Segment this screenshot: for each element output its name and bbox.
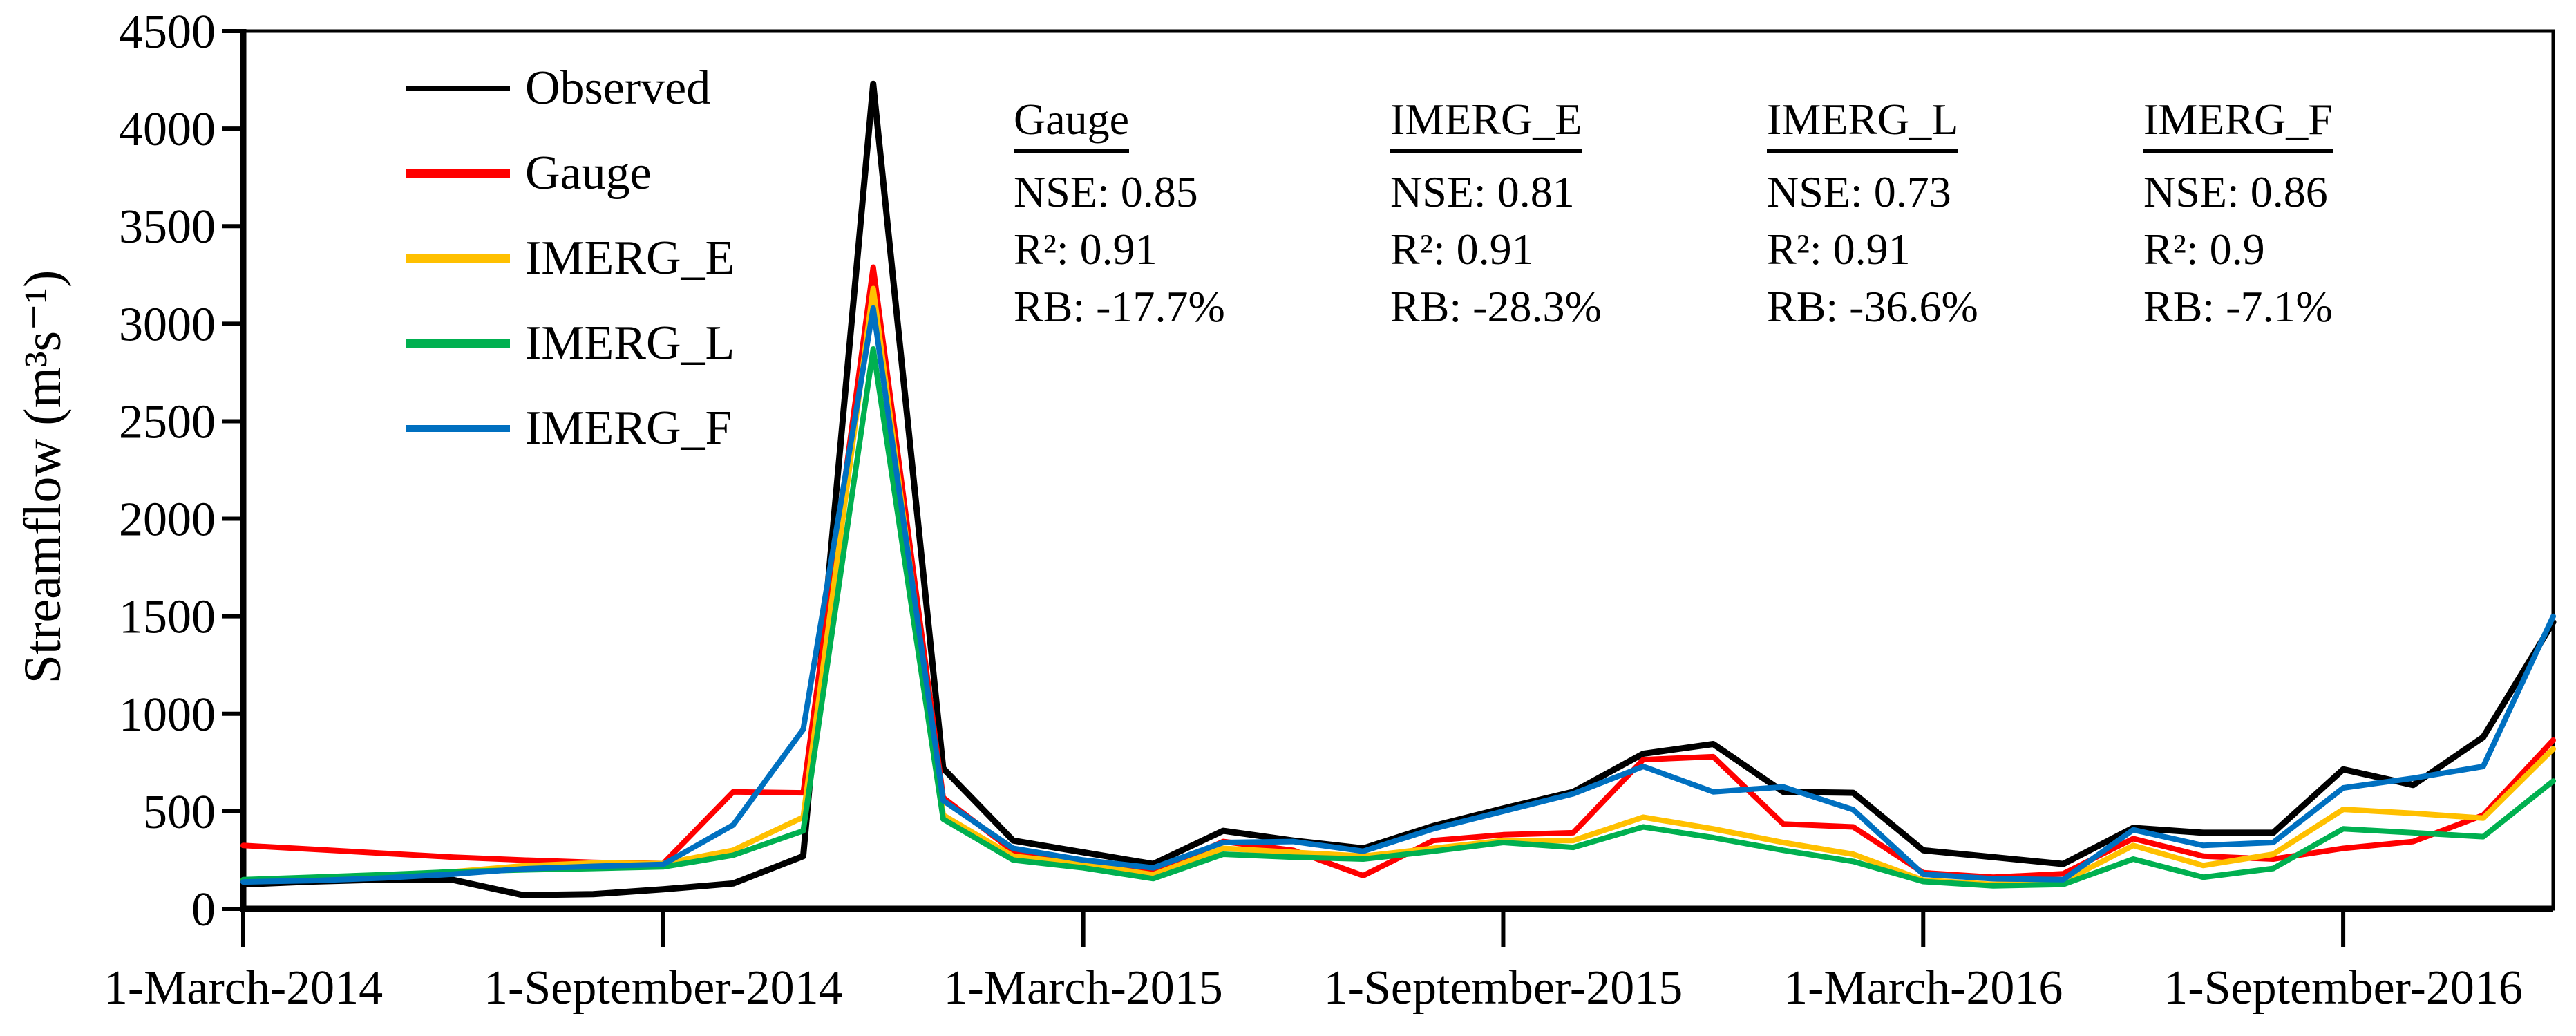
legend-swatch-observed xyxy=(406,85,510,91)
y-tick-label: 2500 xyxy=(119,395,216,449)
legend-label-imerg-l: IMERG_L xyxy=(525,316,735,370)
series-line-imerg_f xyxy=(240,305,2556,885)
legend-item-imerg-e: IMERG_E xyxy=(406,216,735,301)
y-tick-label: 3000 xyxy=(119,298,216,351)
y-tick-label: 3500 xyxy=(119,200,216,254)
y-tick-label: 2000 xyxy=(119,493,216,547)
y-tick-label: 1500 xyxy=(119,591,216,644)
stats-panel-imerg-f: IMERG_F NSE: 0.86 R²: 0.9 RB: -7.1% xyxy=(2143,94,2503,335)
stat-gauge-nse: NSE: 0.85 xyxy=(1014,167,1198,216)
y-tick-label: 4000 xyxy=(119,103,216,156)
legend-item-gauge: Gauge xyxy=(406,131,735,216)
legend-label-observed: Observed xyxy=(525,61,711,115)
series-line-observed xyxy=(240,80,2557,898)
x-tick-label: 1-September-2015 xyxy=(1324,961,1683,1015)
legend-label-gauge: Gauge xyxy=(525,146,652,200)
legend-item-imerg-l: IMERG_L xyxy=(406,301,735,386)
stat-imerg-e-nse: NSE: 0.81 xyxy=(1390,167,1575,216)
legend-item-imerg-f: IMERG_F xyxy=(406,386,735,471)
stats-title-gauge: Gauge xyxy=(1014,94,1373,153)
legend-label-imerg-f: IMERG_F xyxy=(525,401,732,455)
legend-swatch-imerg-f xyxy=(406,424,510,432)
stats-title-imerg-e: IMERG_E xyxy=(1390,94,1750,153)
x-tick-label: 1-September-2014 xyxy=(484,961,843,1015)
legend-swatch-gauge xyxy=(406,169,510,178)
legend-swatch-imerg-l xyxy=(406,339,510,348)
stat-imerg-e-r2: R²: 0.91 xyxy=(1390,225,1534,274)
y-tick-label: 0 xyxy=(191,883,216,936)
legend-item-observed: Observed xyxy=(406,46,735,131)
y-tick-label: 4500 xyxy=(119,6,216,59)
stat-imerg-f-r2: R²: 0.9 xyxy=(2143,225,2265,274)
y-tick-label: 500 xyxy=(143,786,216,839)
stats-panel-imerg-l: IMERG_L NSE: 0.73 R²: 0.91 RB: -36.6% xyxy=(1767,94,2126,335)
stat-imerg-f-nse: NSE: 0.86 xyxy=(2143,167,2328,216)
stats-title-imerg-l: IMERG_L xyxy=(1767,94,2126,153)
stat-imerg-e-rb: RB: -28.3% xyxy=(1390,282,1602,331)
stat-gauge-rb: RB: -17.7% xyxy=(1014,282,1225,331)
x-tick-label: 1-March-2016 xyxy=(1783,961,2063,1015)
stats-panel-gauge: Gauge NSE: 0.85 R²: 0.91 RB: -17.7% xyxy=(1014,94,1373,335)
x-tick-label: 1-September-2016 xyxy=(2163,961,2523,1015)
stat-imerg-l-r2: R²: 0.91 xyxy=(1767,225,1911,274)
stats-title-imerg-f: IMERG_F xyxy=(2143,94,2503,153)
legend: Observed Gauge IMERG_E IMERG_L IMERG_F xyxy=(406,46,735,471)
stats-panel-imerg-e: IMERG_E NSE: 0.81 R²: 0.91 RB: -28.3% xyxy=(1390,94,1750,335)
stat-imerg-l-rb: RB: -36.6% xyxy=(1767,282,1978,331)
stat-imerg-f-rb: RB: -7.1% xyxy=(2143,282,2333,331)
legend-label-imerg-e: IMERG_E xyxy=(525,231,735,285)
y-tick-label: 1000 xyxy=(119,688,216,742)
x-tick-label: 1-March-2014 xyxy=(104,961,383,1015)
legend-swatch-imerg-e xyxy=(406,254,510,263)
stat-gauge-r2: R²: 0.91 xyxy=(1014,225,1157,274)
x-tick-label: 1-March-2015 xyxy=(943,961,1222,1015)
y-axis-title: Streamflow (m³s⁻¹) xyxy=(14,270,72,684)
stat-imerg-l-nse: NSE: 0.73 xyxy=(1767,167,1951,216)
